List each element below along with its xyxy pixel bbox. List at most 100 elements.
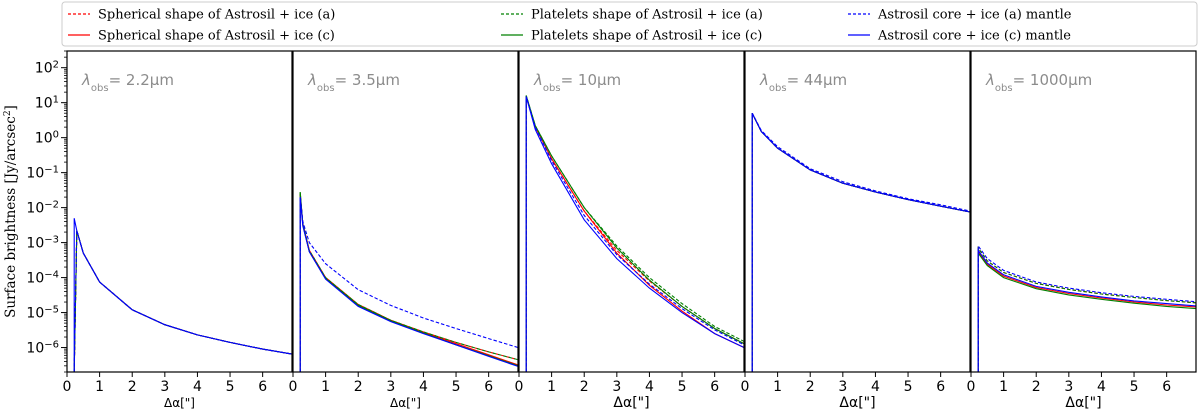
x-tick-label: 0 [63,379,72,395]
x-tick-label: 3 [1064,379,1073,395]
panel-wavelength-label: λobs= 2.2μm [81,71,174,94]
y-tick-exponent: −5 [44,304,59,315]
panel: 0 1 2 3 4 5 6 Δα["] λobs= 2.2μm [63,50,293,410]
legend-label: Astrosil core + ice (a) mantle [877,8,1072,23]
series-line [73,218,293,372]
legend-entry: Spherical shape of Astrosil + ice (a) [68,8,335,23]
y-axis-label-close: ] [3,105,19,110]
x-tick-label: 4 [419,379,428,395]
series-line [525,95,745,372]
x-tick-label: 1 [321,379,330,395]
panel: 0 1 2 3 4 5 6 Δα["] λobs= 1000μm [967,50,1197,411]
y-tick-label: 10−2 [26,199,59,217]
series-line [977,248,1197,372]
series-line [299,197,519,372]
x-tick-label: 4 [645,379,654,395]
panel: 0 1 2 3 4 5 6 Δα["] λobs= 44μm [741,50,971,411]
x-axis-label: Δα["] [839,395,875,411]
lambda-symbol: λ [533,71,543,89]
y-tick-label: 10−3 [26,234,59,252]
x-tick-label: 0 [967,379,976,395]
x-axis-label: Δα["] [164,396,195,410]
y-tick-base: 10 [35,96,53,112]
x-tick-label: 3 [386,379,395,395]
x-tick-label: 2 [354,379,363,395]
series-line [751,112,971,372]
panel-frame [518,50,745,373]
lambda-symbol: λ [81,71,91,89]
panel-frame [970,50,1197,373]
x-tick-label: 6 [936,379,945,395]
lambda-value: = 1000μm [1013,71,1093,89]
panel-wavelength-label: λobs= 44μm [759,71,847,94]
legend-frame [61,1,1198,47]
y-axis-label-main: Surface brightness [Jy/arcsec [3,116,19,318]
series-line [977,249,1197,372]
x-tick-label: 1 [773,379,782,395]
x-tick-label: 6 [710,379,719,395]
series-line [751,112,971,372]
x-tick-label: 5 [452,379,461,395]
series-line [73,230,293,373]
series-line [73,230,293,373]
series-line [977,244,1197,372]
x-tick-label: 1 [999,379,1008,395]
y-tick-base: 10 [26,341,44,357]
x-tick-label: 1 [547,379,556,395]
x-tick-label: 5 [226,379,235,395]
y-tick-exponent: 0 [53,129,59,140]
panel-frame [66,50,293,373]
x-axis-label: Δα["] [390,396,421,410]
x-tick-label: 3 [612,379,621,395]
x-tick-label: 2 [806,379,815,395]
x-tick-label: 6 [484,379,493,395]
y-tick-exponent: −4 [44,269,59,280]
lambda-subscript: obs [543,83,561,94]
y-tick-base: 10 [26,201,44,217]
lambda-symbol: λ [759,71,769,89]
x-tick-label: 2 [128,379,137,395]
series-line [525,95,745,372]
lambda-value: = 44μm [787,71,848,89]
panel: 0 1 2 3 4 5 6 Δα["] λobs= 3.5μm [289,50,519,410]
lambda-symbol: λ [307,71,317,89]
y-tick-exponent: −1 [44,164,59,175]
x-tick-label: 5 [1130,379,1139,395]
x-tick-label: 0 [515,379,524,395]
legend-label: Platelets shape of Astrosil + ice (a) [531,8,763,23]
y-tick-label: 101 [35,94,59,112]
y-axis-label: Surface brightness [Jy/arcsec2] [3,105,19,318]
lambda-subscript: obs [995,83,1013,94]
series-line [299,193,519,372]
x-tick-label: 0 [289,379,298,395]
legend-label: Astrosil core + ice (c) mantle [877,29,1071,44]
y-tick-base: 10 [35,131,53,147]
x-tick-label: 3 [160,379,169,395]
y-tick-base: 10 [26,271,44,287]
panel: 0 1 2 3 4 5 6 Δα["] λobs= 10μm [515,50,745,411]
panel-frame [744,50,971,373]
y-tick-exponent: −2 [44,199,59,210]
series-line [73,230,293,373]
x-tick-label: 4 [871,379,880,395]
legend-entry: Platelets shape of Astrosil + ice (a) [501,8,763,23]
x-tick-label: 0 [741,379,750,395]
x-tick-label: 5 [904,379,913,395]
legend-entry: Spherical shape of Astrosil + ice (c) [68,29,335,44]
series-line [977,246,1197,372]
x-tick-label: 2 [580,379,589,395]
y-axis-label-superscript: 2 [3,110,13,116]
x-tick-label: 3 [838,379,847,395]
x-axis-label: Δα["] [613,395,649,411]
lambda-value: = 2.2μm [109,71,174,89]
y-tick-base: 10 [26,166,44,182]
y-tick-base: 10 [35,61,53,77]
x-tick-label: 6 [1162,379,1171,395]
series-line [525,96,745,372]
x-tick-label: 1 [95,379,104,395]
panel-frame [292,50,519,373]
legend-entry: Platelets shape of Astrosil + ice (c) [501,29,762,44]
series-line [73,230,293,373]
